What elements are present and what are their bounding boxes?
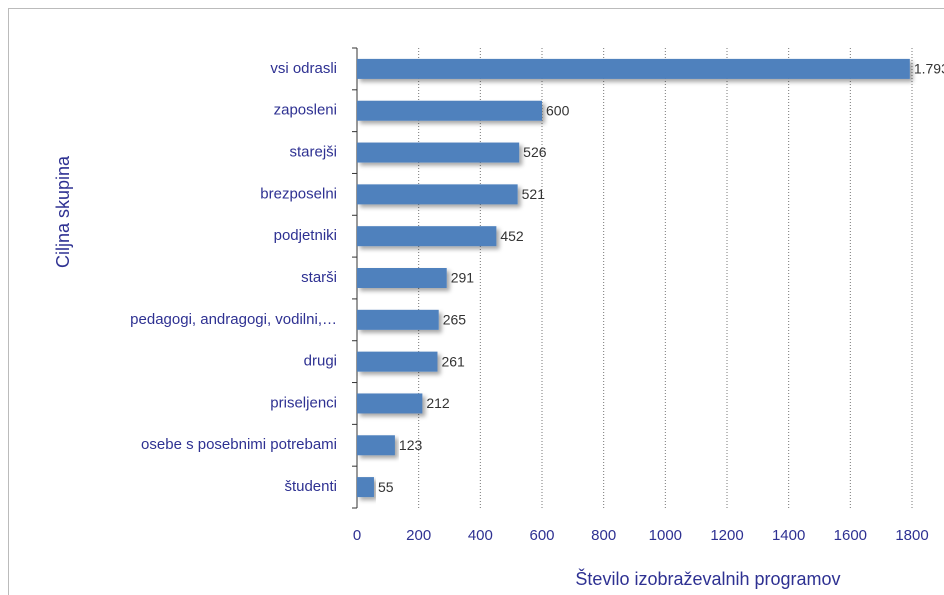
bar <box>357 58 910 79</box>
x-tick-label: 1600 <box>834 527 867 544</box>
x-axis-title: Število izobraževalnih programov <box>575 568 840 589</box>
x-tick-label: 1000 <box>649 527 682 544</box>
bar <box>357 309 439 330</box>
y-tick-label: vsi odrasli <box>270 60 337 77</box>
x-tick-label: 400 <box>468 527 493 544</box>
y-tick-label: študenti <box>284 478 337 495</box>
value-label: 291 <box>451 270 475 286</box>
x-tick-label: 800 <box>591 527 616 544</box>
bar <box>357 142 520 163</box>
y-tick-label: starejši <box>289 144 337 161</box>
value-label: 1.793 <box>914 61 944 77</box>
bar <box>357 268 447 288</box>
bar <box>357 351 438 372</box>
y-tick-label: pedagogi, andragogi, vodilni,… <box>130 311 337 328</box>
bar <box>357 477 374 498</box>
y-tick-label: zaposleni <box>274 102 337 119</box>
y-axis-title: Ciljna skupina <box>53 155 73 268</box>
value-label: 123 <box>399 437 423 453</box>
y-tick-label: podjetniki <box>274 227 337 244</box>
value-label: 212 <box>426 395 450 411</box>
bar <box>357 393 423 414</box>
value-label: 526 <box>523 144 547 160</box>
value-label: 261 <box>441 353 465 369</box>
value-label: 521 <box>522 186 546 202</box>
y-tick-label: priseljenci <box>270 394 337 411</box>
bar <box>357 100 542 121</box>
y-tick-label: osebe s posebnimi potrebami <box>141 436 337 453</box>
x-tick-label: 200 <box>406 527 431 544</box>
x-tick-label: 1400 <box>772 527 805 544</box>
y-tick-label: starši <box>301 269 337 286</box>
bar <box>357 184 518 205</box>
value-label: 452 <box>500 228 524 244</box>
chart-frame <box>8 8 944 595</box>
bar <box>357 226 497 247</box>
value-label: 55 <box>378 479 394 495</box>
x-tick-label: 0 <box>353 527 361 544</box>
y-tick-label: brezposelni <box>260 185 337 202</box>
value-label: 265 <box>443 312 467 328</box>
y-tick-label: drugi <box>304 353 337 370</box>
x-tick-label: 600 <box>529 527 554 544</box>
value-label: 600 <box>546 102 570 118</box>
bar <box>357 435 395 456</box>
x-tick-label: 1800 <box>895 527 928 544</box>
x-tick-label: 1200 <box>710 527 743 544</box>
